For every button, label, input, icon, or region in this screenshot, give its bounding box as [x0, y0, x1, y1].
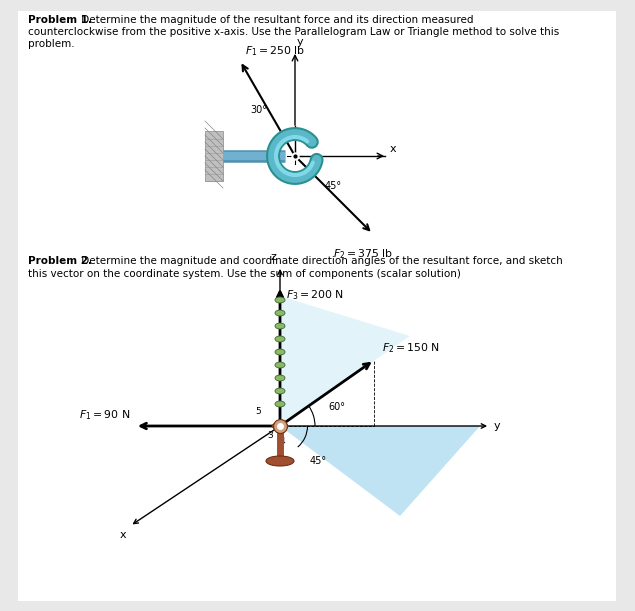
Text: Determine the magnitude of the resultant force and its direction measured: Determine the magnitude of the resultant… [78, 15, 474, 25]
Ellipse shape [275, 310, 285, 316]
Text: $F_2 = 150$ N: $F_2 = 150$ N [382, 341, 440, 355]
Text: 5: 5 [255, 408, 261, 417]
Ellipse shape [275, 349, 285, 355]
Text: z: z [270, 252, 276, 262]
Text: y: y [494, 421, 500, 431]
FancyBboxPatch shape [18, 11, 616, 601]
Text: counterclockwise from the positive x-axis. Use the Parallelogram Law or Triangle: counterclockwise from the positive x-axi… [28, 27, 559, 37]
Text: x: x [119, 530, 126, 540]
Text: 3: 3 [267, 431, 273, 441]
Text: Problem 1.: Problem 1. [28, 15, 92, 25]
Text: 45°: 45° [310, 456, 327, 466]
Text: x: x [390, 144, 397, 154]
Text: $F_1 = 250$ lb: $F_1 = 250$ lb [245, 44, 305, 57]
Text: 60°: 60° [328, 402, 345, 412]
Text: problem.: problem. [28, 39, 75, 49]
Text: this vector on the coordinate system. Use the sum of components (scalar solution: this vector on the coordinate system. Us… [28, 269, 461, 279]
Ellipse shape [275, 401, 285, 407]
Text: 4: 4 [279, 437, 285, 447]
Ellipse shape [275, 375, 285, 381]
Text: $F_2 = 375$ lb: $F_2 = 375$ lb [333, 247, 393, 260]
Text: $F_3 = 200$ N: $F_3 = 200$ N [286, 288, 344, 302]
Text: 45°: 45° [325, 181, 342, 191]
Ellipse shape [275, 388, 285, 394]
Ellipse shape [275, 362, 285, 368]
Text: y: y [297, 37, 304, 47]
Text: Determine the magnitude and coordinate direction angles of the resultant force, : Determine the magnitude and coordinate d… [78, 256, 563, 266]
Ellipse shape [266, 456, 294, 466]
Polygon shape [280, 426, 480, 516]
Ellipse shape [275, 323, 285, 329]
Text: $F_1 = 90$ N: $F_1 = 90$ N [79, 408, 130, 422]
Text: 30°: 30° [250, 105, 267, 115]
Text: Problem 2.: Problem 2. [28, 256, 92, 266]
Ellipse shape [275, 336, 285, 342]
Bar [205, 131, 223, 181]
Ellipse shape [272, 422, 288, 430]
Ellipse shape [275, 297, 285, 303]
Polygon shape [280, 296, 410, 426]
